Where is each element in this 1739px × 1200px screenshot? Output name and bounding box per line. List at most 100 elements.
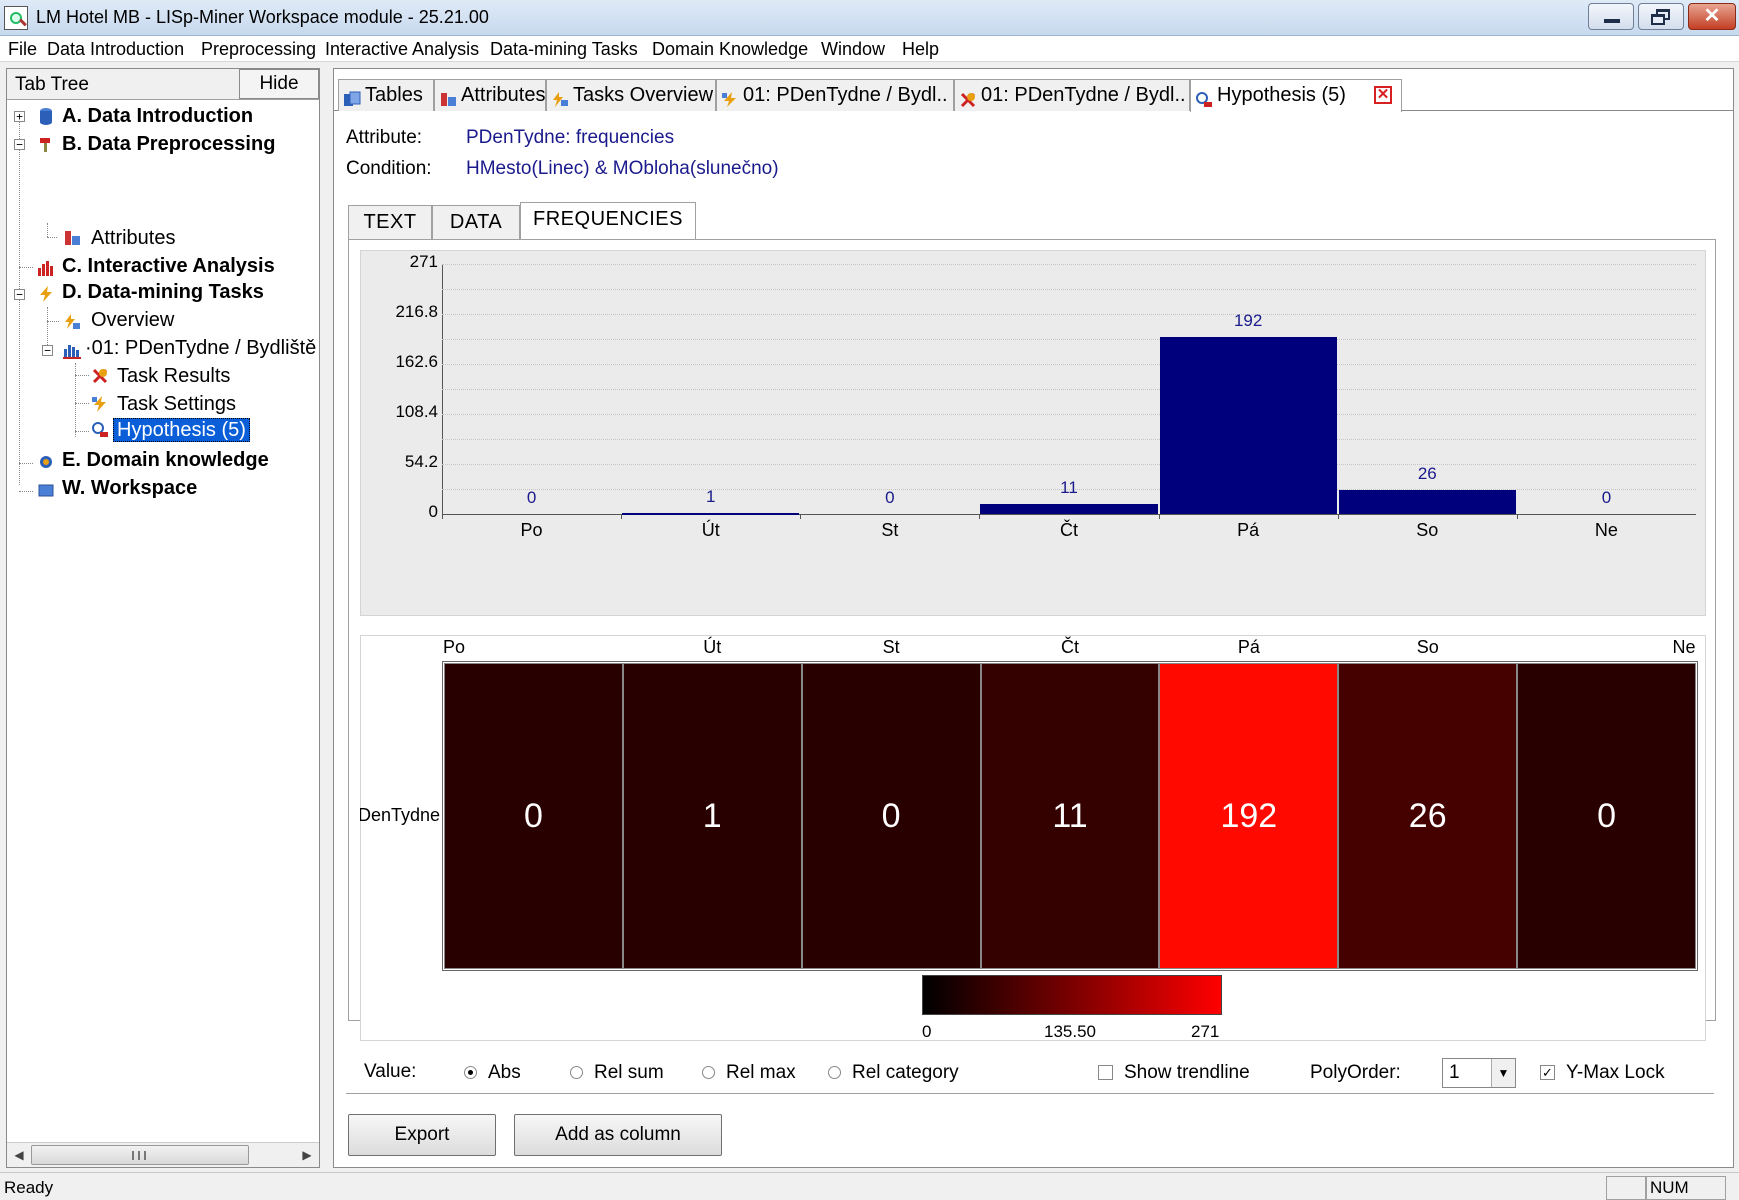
tab-tables[interactable]: Tables [338,79,434,111]
scroll-left-arrow-icon[interactable]: ◀ [14,1148,24,1162]
status-text: Ready [4,1178,54,1197]
workspace-icon [37,481,55,499]
tab-tasks-overview-label: Tasks Overview [573,84,714,106]
menu-window[interactable]: Window [821,39,886,59]
menu-domain-knowledge[interactable]: Domain Knowledge [652,39,809,59]
expand-data-introduction[interactable]: + [14,111,25,122]
menu-data-mining-tasks[interactable]: Data-mining Tasks [490,39,638,59]
tree-line [47,223,48,237]
radio-rel-max-button[interactable] [702,1066,715,1079]
tab-tasks-overview[interactable]: Tasks Overview [546,79,716,111]
tree-item-domain-knowledge[interactable]: E. Domain knowledge [62,449,269,471]
tab-tables-label: Tables [365,84,423,106]
hypothesis-panel: Tables Attributes Tasks Overview 01: PDe… [333,68,1734,1168]
add-as-column-button[interactable]: Add as column [514,1114,722,1156]
tree-item-task[interactable]: ·01: PDenTydne / Bydliště [85,337,317,359]
tree-line [19,117,20,485]
close-tab-icon[interactable]: ✕ [1374,86,1392,104]
window-title: LM Hotel MB - LISp-Miner Workspace modul… [36,7,489,27]
task-results-icon [91,367,109,385]
lightning-icon [37,285,55,303]
ymax-lock-box[interactable]: ✓ [1540,1065,1555,1080]
radio-rel-max-label: Rel max [726,1062,796,1083]
tab-task-results[interactable]: 01: PDenTydne / Bydl.. [954,79,1190,111]
tab-hypothesis[interactable]: Hypothesis (5) [1190,79,1402,112]
tree-item-hypothesis[interactable]: Hypothesis (5) [113,418,250,442]
menu-bar: File Data Introduction Preprocessing Int… [0,36,1739,62]
scrollbar-thumb[interactable] [31,1145,249,1165]
options-bar: Value: Abs Rel sum Rel max Rel category … [346,1050,1714,1094]
radio-abs-button[interactable] [464,1066,477,1079]
menu-interactive-analysis[interactable]: Interactive Analysis [325,39,480,59]
polyorder-select[interactable]: 1 ▼ [1442,1058,1516,1088]
task-chart-icon [63,341,81,359]
tree-line [19,463,33,464]
tree-item-attributes[interactable]: Attributes [91,227,176,249]
radio-rel-category-label: Rel category [852,1062,959,1083]
app-icon [4,6,28,30]
radio-rel-sum[interactable]: Rel sum [570,1062,680,1086]
polyorder-label: PolyOrder: [1310,1062,1401,1083]
show-trendline-checkbox[interactable]: Show trendline [1098,1062,1258,1086]
menu-help[interactable]: Help [902,39,940,59]
tree-item-task-settings[interactable]: Task Settings [117,393,236,415]
tab-frequencies[interactable]: FREQUENCIES [520,202,696,239]
tree-item-workspace[interactable]: W. Workspace [62,477,198,499]
tree-horizontal-scrollbar[interactable]: ◀ ▶ [7,1142,319,1167]
document-tab-bar: Tables Attributes Tasks Overview 01: PDe… [334,79,1734,112]
radio-rel-sum-label: Rel sum [594,1062,664,1083]
tree-line [75,375,89,376]
tree-line [47,237,57,238]
tree-line [19,267,33,268]
chevron-down-icon[interactable]: ▼ [1491,1059,1515,1087]
tree-line [75,431,89,432]
status-bar: Ready NUM [0,1172,1739,1200]
close-window-button[interactable]: ✕ [1688,3,1736,30]
collapse-data-mining-tasks[interactable]: − [14,289,25,300]
tree-item-data-preprocessing[interactable]: B. Data Preprocessing [62,133,276,155]
ymax-lock-label: Y-Max Lock [1566,1062,1665,1083]
restore-button[interactable] [1638,3,1684,30]
tab-tree-panel: Tab Tree Hide + A. Data Introduction − B… [6,68,320,1168]
tab-task-results-label: 01: PDenTydne / Bydl.. [981,84,1186,106]
tree-item-data-introduction[interactable]: A. Data Introduction [62,105,254,127]
collapse-data-preprocessing[interactable]: − [14,139,25,150]
scroll-right-arrow-icon[interactable]: ▶ [302,1148,312,1162]
radio-rel-sum-button[interactable] [570,1066,583,1079]
tree-line [75,363,76,437]
export-button[interactable]: Export [348,1114,496,1156]
radio-rel-category-button[interactable] [828,1066,841,1079]
collapse-task[interactable]: − [42,345,53,356]
radio-abs[interactable]: Abs [464,1062,564,1086]
attributes-icon [63,229,81,247]
tab-attributes[interactable]: Attributes [434,79,546,111]
tree-item-interactive-analysis[interactable]: C. Interactive Analysis [62,255,275,277]
tree-item-overview[interactable]: Overview [91,309,175,331]
menu-preprocessing[interactable]: Preprocessing [201,39,317,59]
tree-item-data-mining-tasks[interactable]: D. Data-mining Tasks [62,281,264,303]
show-trendline-box[interactable] [1098,1065,1113,1080]
attribute-label: Attribute: [346,127,423,148]
tab-tree-header: Tab Tree Hide [7,69,319,100]
overview-icon [63,313,81,331]
condition-label: Condition: [346,158,432,179]
radio-rel-category[interactable]: Rel category [828,1062,978,1086]
menu-file[interactable]: File [8,39,38,59]
tab-text[interactable]: TEXT [348,205,432,239]
tree-line [75,403,89,404]
radio-rel-max[interactable]: Rel max [702,1062,812,1086]
ymax-lock-checkbox[interactable]: ✓ Y-Max Lock [1540,1062,1690,1086]
tree-item-task-results[interactable]: Task Results [117,365,231,387]
tab-task-settings[interactable]: 01: PDenTydne / Bydl.. [716,79,954,111]
minimize-button[interactable] [1588,3,1634,30]
tab-data[interactable]: DATA [432,205,520,239]
menu-data-introduction[interactable]: Data Introduction [47,39,185,59]
tree-line [47,321,59,322]
hammer-icon [37,135,55,153]
bar-chart-icon [37,259,55,277]
tab-tree-title: Tab Tree [15,74,89,95]
hide-button[interactable]: Hide [239,69,319,99]
attributes-icon [439,87,457,106]
tree-line [19,491,33,492]
restore-icon [1651,14,1665,25]
